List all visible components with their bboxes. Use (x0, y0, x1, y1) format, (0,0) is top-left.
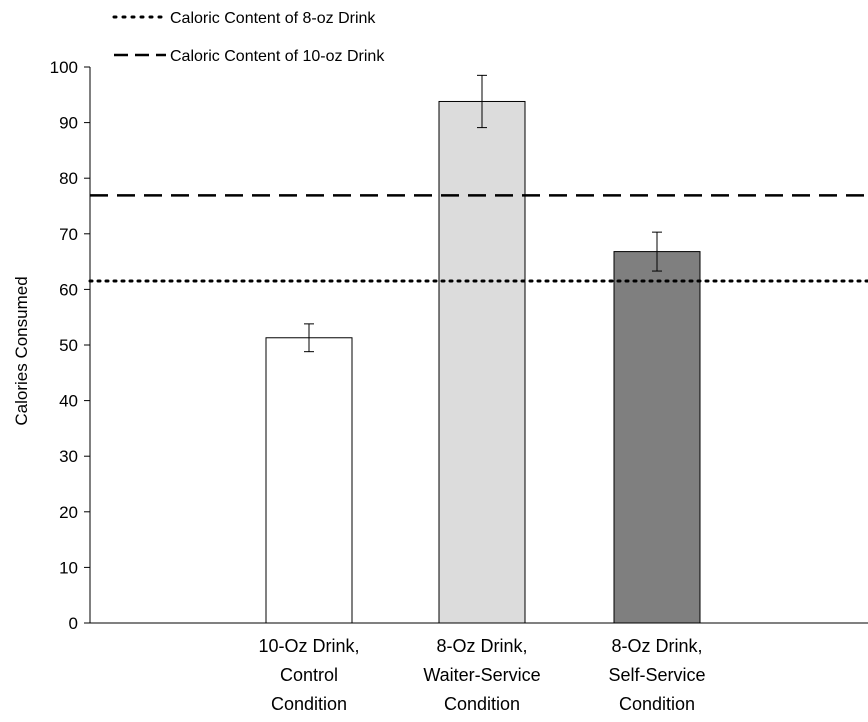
category-label-line: Control (280, 665, 338, 685)
legend: Caloric Content of 8-oz Drink Caloric Con… (112, 10, 385, 65)
category-label-line: Condition (444, 694, 520, 714)
error-bars (304, 74, 662, 353)
category-label-line: Self-Service (608, 665, 705, 685)
bar-2 (438, 100, 526, 624)
reference-lines (88, 194, 868, 283)
bar-1 (265, 337, 353, 624)
legend-label-2: Caloric Content of 10-oz Drink (170, 48, 385, 65)
bars (265, 100, 701, 624)
category-label-3: 8-Oz Drink, Self-Service Condition (608, 636, 705, 714)
y-axis-title: Calories Consumed (12, 276, 31, 425)
y-axis: 0 10 20 30 40 50 60 70 80 90 100 (50, 58, 91, 633)
category-label-1: 10-Oz Drink, Control Condition (258, 636, 359, 714)
category-label-line: Condition (271, 694, 347, 714)
y-tick-label: 50 (59, 336, 78, 355)
category-label-line: 8-Oz Drink, (611, 636, 702, 656)
category-label-line: Condition (619, 694, 695, 714)
category-labels: 10-Oz Drink, Control Condition 8-Oz Drink, W… (258, 636, 705, 714)
y-tick-label: 60 (59, 280, 78, 299)
y-tick-label: 40 (59, 392, 78, 411)
category-label-line: 10-Oz Drink, (258, 636, 359, 656)
y-tick-label: 70 (59, 225, 78, 244)
y-tick-label: 100 (50, 58, 78, 77)
y-tick-label: 10 (59, 558, 78, 577)
y-tick-label: 20 (59, 503, 78, 522)
bar-3 (613, 251, 701, 624)
y-tick-label: 80 (59, 169, 78, 188)
y-tick-label: 90 (59, 114, 78, 133)
category-label-line: Waiter-Service (423, 665, 540, 685)
category-label-line: 8-Oz Drink, (436, 636, 527, 656)
y-tick-label: 30 (59, 447, 78, 466)
legend-label-1: Caloric Content of 8-oz Drink (170, 10, 376, 27)
y-tick-label: 0 (69, 614, 78, 633)
category-label-2: 8-Oz Drink, Waiter-Service Condition (423, 636, 540, 714)
